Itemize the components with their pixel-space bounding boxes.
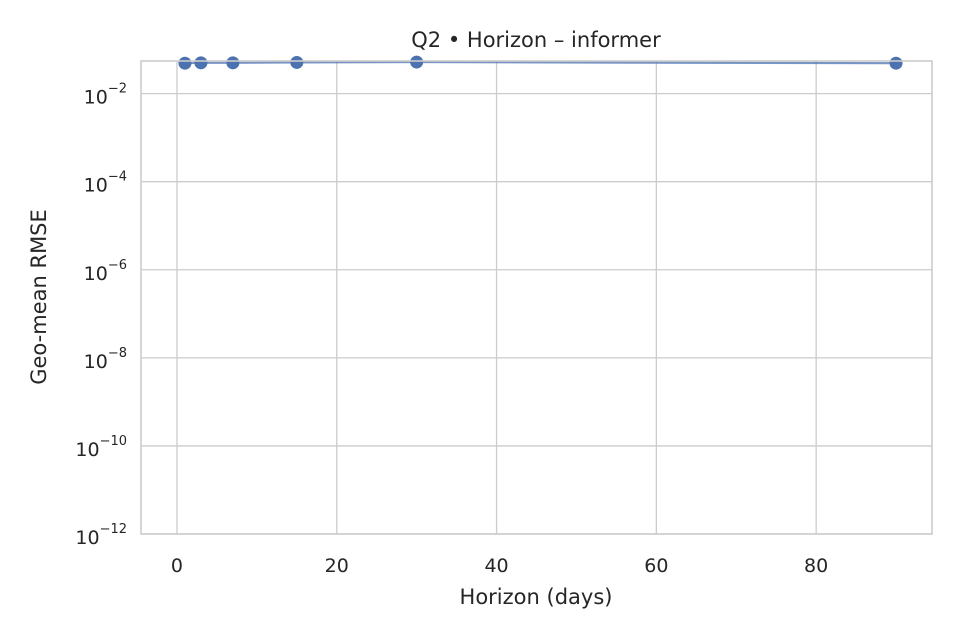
data-point xyxy=(290,55,304,69)
plot-frame xyxy=(140,60,933,535)
x-tick-label: 40 xyxy=(484,555,508,577)
y-tick-label: 10−4 xyxy=(84,170,127,197)
chart-title: Q2 • Horizon – informer xyxy=(411,28,661,52)
y-tick-label: 10−2 xyxy=(84,82,127,109)
x-tick-label: 60 xyxy=(644,555,668,577)
y-tick-label: 10−10 xyxy=(75,434,127,461)
y-axis-label: Geo-mean RMSE xyxy=(27,209,51,385)
x-tick-label: 20 xyxy=(325,555,349,577)
y-tick-label: 10−8 xyxy=(84,346,127,373)
data-point xyxy=(410,55,424,69)
data-point xyxy=(889,56,903,70)
y-tick-label: 10−6 xyxy=(84,258,127,285)
y-ticks: 10−12 10−10 10−8 10−6 10−4 10−2 xyxy=(75,82,127,549)
grid xyxy=(141,61,932,535)
data-point xyxy=(226,56,240,70)
data-point xyxy=(178,56,192,70)
x-tick-label: 80 xyxy=(804,555,828,577)
y-tick-label: 10−12 xyxy=(75,522,127,549)
x-axis-label: Horizon (days) xyxy=(460,585,613,609)
x-ticks: 0 20 40 60 80 xyxy=(171,555,828,577)
data-point xyxy=(194,56,208,70)
series-layer xyxy=(178,55,903,70)
x-tick-label: 0 xyxy=(171,555,183,577)
